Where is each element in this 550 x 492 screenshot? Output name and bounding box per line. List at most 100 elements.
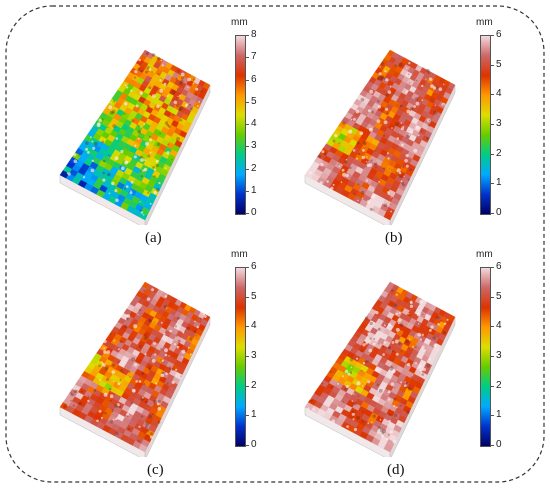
surface-texture-speck — [371, 421, 373, 423]
surface-texture-speck — [73, 153, 77, 157]
surface-texture-speck — [187, 346, 190, 349]
surface-texture-speck — [442, 331, 446, 335]
surface-texture-speck — [433, 343, 438, 348]
surface-texture-speck — [389, 430, 393, 434]
surface-texture-speck — [383, 203, 388, 208]
surface-texture-speck — [312, 408, 315, 411]
surface-texture-speck — [148, 86, 152, 90]
surface-texture-speck — [369, 337, 372, 340]
surface-texture-speck — [148, 318, 152, 322]
surface-texture-speck — [146, 429, 150, 432]
surface-texture-speck — [149, 135, 151, 138]
surface-texture-speck — [175, 77, 178, 80]
surface-texture-speck — [165, 307, 168, 309]
surface-texture-speck — [360, 97, 365, 102]
surface-texture-speck — [200, 90, 204, 93]
surface-texture-speck — [394, 339, 399, 344]
surface-texture-speck — [387, 90, 392, 94]
surface-texture-speck — [178, 108, 182, 112]
surface-texture-speck — [421, 84, 424, 88]
surface-texture-speck — [435, 315, 440, 320]
surface-texture-speck — [96, 419, 99, 423]
surface-texture-speck — [409, 300, 413, 304]
surface-texture-speck — [356, 157, 358, 160]
surface-texture-speck — [412, 345, 414, 348]
surface-texture-speck — [164, 295, 168, 298]
surface-texture-speck — [365, 165, 367, 168]
surface-texture-speck — [356, 357, 359, 360]
surface-texture-speck — [173, 343, 177, 346]
surface-texture-speck — [178, 106, 183, 111]
colorbar-unit: mm — [476, 17, 493, 28]
surface-texture-speck — [121, 166, 125, 170]
surface-texture-speck — [410, 376, 413, 379]
surface-texture-speck — [382, 353, 385, 356]
surface-texture-speck — [377, 76, 381, 81]
surface-texture-speck — [390, 196, 392, 198]
surface-texture-speck — [310, 398, 312, 400]
surface-texture-speck — [417, 332, 422, 337]
surface-texture-speck — [109, 333, 112, 335]
surface-texture-speck — [66, 172, 69, 174]
colorbar-tick-mark — [491, 213, 494, 214]
surface-texture-speck — [353, 118, 356, 121]
surface-texture-speck — [123, 112, 126, 115]
surface-texture-speck — [442, 104, 445, 107]
surface-texture-speck — [323, 152, 327, 156]
surface-texture-speck — [73, 159, 78, 163]
surface-texture-speck — [122, 431, 125, 433]
surface-texture-speck — [196, 105, 199, 107]
surface-texture-speck — [103, 392, 108, 397]
surface-texture-speck — [138, 425, 141, 428]
surface-texture-speck — [144, 334, 147, 337]
surface-texture-speck — [129, 376, 131, 378]
surface-texture-speck — [421, 99, 424, 101]
surface-texture-speck — [186, 326, 190, 331]
surface-texture-speck — [345, 369, 349, 374]
surface-texture-speck — [125, 185, 129, 188]
surface-texture-speck — [119, 340, 123, 344]
surface-texture-speck — [92, 146, 96, 150]
surface-texture-speck — [91, 413, 93, 415]
surface-texture-speck — [351, 412, 355, 416]
surface-texture-speck — [357, 199, 359, 202]
surface-texture-speck — [148, 366, 152, 369]
surface-texture-speck — [82, 176, 86, 179]
surface-texture-speck — [397, 322, 400, 325]
surface-texture-speck — [115, 198, 119, 203]
colorbar-tick-label: 8 — [251, 29, 257, 40]
surface-texture-speck — [63, 404, 67, 409]
surface-texture-speck — [426, 363, 431, 368]
surface-texture-speck — [351, 410, 355, 414]
surface-texture-speck — [396, 137, 400, 140]
colorbar-tick-mark — [246, 35, 249, 36]
colorbar-tick-label: 1 — [496, 409, 502, 421]
surface-texture-speck — [142, 396, 144, 399]
colorbar-tick-label: 4 — [251, 118, 257, 129]
surface-texture-speck — [172, 113, 175, 116]
surface-texture-speck — [130, 406, 133, 409]
surface-texture-speck — [417, 134, 420, 137]
surface-texture-speck — [385, 93, 390, 97]
surface-texture-speck — [133, 76, 137, 79]
surface-texture-speck — [393, 91, 395, 93]
surface-texture-speck — [404, 402, 407, 404]
surface-texture-speck — [163, 305, 168, 309]
surface-texture-speck — [148, 414, 153, 419]
surface-texture-speck — [176, 88, 178, 90]
surface-texture-speck — [399, 104, 403, 108]
surface-texture-speck — [405, 164, 409, 168]
colorbar-tick-mark — [491, 124, 494, 125]
surface-texture-speck — [342, 401, 345, 403]
surface-texture-speck — [404, 384, 407, 387]
surface-texture-speck — [395, 352, 399, 356]
surface-texture-speck — [168, 366, 172, 369]
surface-texture-speck — [441, 102, 446, 107]
surface-texture-speck — [419, 299, 423, 304]
surface-texture-speck — [156, 56, 160, 61]
surface-texture-speck — [401, 181, 404, 185]
surface-texture-speck — [78, 154, 80, 156]
surface-texture-speck — [103, 347, 106, 349]
surface-texture-speck — [349, 357, 354, 362]
surface-texture-speck — [338, 142, 341, 145]
